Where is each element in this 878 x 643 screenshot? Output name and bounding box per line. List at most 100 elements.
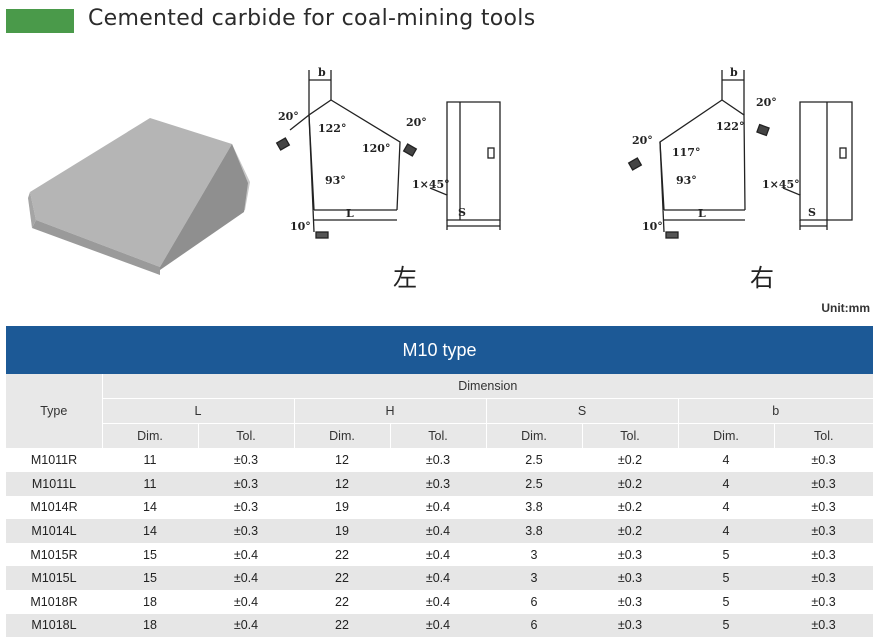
sub-dim: Dim. <box>677 423 774 448</box>
svg-text:1×45°: 1×45° <box>762 178 800 191</box>
sub-dim: Dim. <box>485 423 582 448</box>
svg-text:S: S <box>458 206 466 219</box>
svg-text:93°: 93° <box>676 174 697 187</box>
svg-text:L: L <box>698 207 706 220</box>
value-cell: 22 <box>294 566 390 591</box>
svg-text:10°: 10° <box>642 220 663 233</box>
value-cell: 18 <box>102 613 198 638</box>
sub-dim: Dim. <box>293 423 390 448</box>
value-cell: 2.5 <box>486 472 582 496</box>
unit-label: Unit:mm <box>821 301 870 315</box>
value-cell: ±0.2 <box>582 495 678 520</box>
table-row: M1014R 14 ±0.3 19 ±0.4 3.8 ±0.2 4 ±0.3 <box>6 495 874 520</box>
sub-tol: Tol. <box>773 423 874 448</box>
value-cell: 14 <box>102 495 198 520</box>
title-accent-bar <box>6 9 74 33</box>
value-cell: 6 <box>486 590 582 614</box>
value-cell: ±0.3 <box>774 448 874 473</box>
value-cell: ±0.3 <box>582 542 678 567</box>
svg-text:20°: 20° <box>278 110 299 123</box>
sub-tol: Tol. <box>581 423 678 448</box>
left-drawing: b 20° 122° 120° 20° 93° L 10° 1×45° S <box>275 66 501 239</box>
value-cell: ±0.3 <box>582 590 678 614</box>
value-cell: 5 <box>678 613 774 638</box>
group-H: H <box>293 398 486 424</box>
svg-text:1×45°: 1×45° <box>412 178 450 191</box>
value-cell: 22 <box>294 590 390 614</box>
value-cell: 22 <box>294 542 390 567</box>
table-row: M1015R 15 ±0.4 22 ±0.4 3 ±0.3 5 ±0.3 <box>6 542 874 567</box>
table-row: M1014L 14 ±0.3 19 ±0.4 3.8 ±0.2 4 ±0.3 <box>6 519 874 543</box>
type-header: Type <box>6 374 103 449</box>
product-illustration: b 20° 122° 120° 20° 93° L 10° 1×45° S 左 … <box>28 66 853 292</box>
value-cell: ±0.4 <box>390 542 486 567</box>
table-row: M1018R 18 ±0.4 22 ±0.4 6 ±0.3 5 ±0.3 <box>6 590 874 614</box>
table-row: M1018L 18 ±0.4 22 ±0.4 6 ±0.3 5 ±0.3 <box>6 613 874 638</box>
value-cell: 22 <box>294 613 390 638</box>
svg-text:b: b <box>730 66 738 79</box>
table-row: M1015L 15 ±0.4 22 ±0.4 3 ±0.3 5 ±0.3 <box>6 566 874 591</box>
value-cell: ±0.3 <box>774 472 874 496</box>
value-cell: 14 <box>102 519 198 543</box>
sub-tol: Tol. <box>197 423 294 448</box>
value-cell: 12 <box>294 448 390 473</box>
group-S: S <box>485 398 678 424</box>
value-cell: 4 <box>678 472 774 496</box>
type-cell: M1011L <box>6 472 102 496</box>
right-label: 右 <box>750 264 774 292</box>
type-cell: M1014L <box>6 519 102 543</box>
value-cell: ±0.2 <box>582 519 678 543</box>
value-cell: ±0.3 <box>774 566 874 591</box>
value-cell: ±0.3 <box>198 448 294 473</box>
value-cell: ±0.3 <box>774 590 874 614</box>
type-cell: M1014R <box>6 495 102 520</box>
sub-tol: Tol. <box>389 423 486 448</box>
value-cell: 4 <box>678 495 774 520</box>
value-cell: 19 <box>294 495 390 520</box>
value-cell: ±0.3 <box>198 495 294 520</box>
svg-text:122°: 122° <box>318 122 346 135</box>
value-cell: ±0.4 <box>390 495 486 520</box>
value-cell: 4 <box>678 448 774 473</box>
spec-table: Type Dimension L H S b Dim. Tol. Dim. To… <box>6 374 874 638</box>
value-cell: ±0.3 <box>582 566 678 591</box>
svg-text:20°: 20° <box>756 96 777 109</box>
value-cell: ±0.3 <box>198 519 294 543</box>
value-cell: ±0.3 <box>774 495 874 520</box>
value-cell: ±0.4 <box>198 542 294 567</box>
value-cell: 3.8 <box>486 495 582 520</box>
left-label: 左 <box>393 264 417 292</box>
page-title: Cemented carbide for coal-mining tools <box>88 6 536 31</box>
dimension-header: Dimension <box>102 374 874 399</box>
svg-text:122°: 122° <box>716 120 744 133</box>
svg-text:120°: 120° <box>362 142 390 155</box>
value-cell: 15 <box>102 566 198 591</box>
value-cell: ±0.4 <box>198 566 294 591</box>
value-cell: ±0.4 <box>390 566 486 591</box>
svg-text:b: b <box>318 66 326 79</box>
value-cell: 3 <box>486 542 582 567</box>
type-cell: M1015R <box>6 542 102 567</box>
value-cell: ±0.3 <box>390 472 486 496</box>
value-cell: ±0.4 <box>390 519 486 543</box>
value-cell: ±0.3 <box>582 613 678 638</box>
value-cell: ±0.4 <box>198 613 294 638</box>
value-cell: 2.5 <box>486 448 582 473</box>
type-cell: M1011R <box>6 448 102 473</box>
table-row: M1011L 11 ±0.3 12 ±0.3 2.5 ±0.2 4 ±0.3 <box>6 472 874 496</box>
right-drawing: b 20° 117° 122° 20° 93° L 10° 1×45° S <box>627 66 853 239</box>
value-cell: 5 <box>678 590 774 614</box>
value-cell: 15 <box>102 542 198 567</box>
value-cell: 3 <box>486 566 582 591</box>
value-cell: ±0.4 <box>390 590 486 614</box>
type-cell: M1018L <box>6 613 102 638</box>
value-cell: 19 <box>294 519 390 543</box>
group-b: b <box>677 398 874 424</box>
svg-text:20°: 20° <box>632 134 653 147</box>
value-cell: 4 <box>678 519 774 543</box>
value-cell: 6 <box>486 613 582 638</box>
value-cell: ±0.4 <box>198 590 294 614</box>
value-cell: 12 <box>294 472 390 496</box>
type-cell: M1015L <box>6 566 102 591</box>
svg-text:93°: 93° <box>325 174 346 187</box>
